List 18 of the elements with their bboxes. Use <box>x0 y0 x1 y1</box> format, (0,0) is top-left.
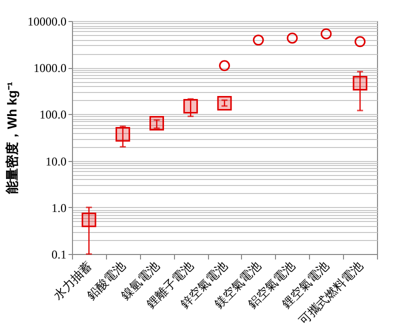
point <box>149 116 164 130</box>
y-axis-title: 能量密度，Wh kg⁻¹ <box>4 82 20 194</box>
y-tick-label: 1.0 <box>52 200 66 215</box>
point <box>252 34 264 46</box>
point <box>354 36 366 48</box>
point <box>82 212 96 228</box>
point <box>320 28 332 40</box>
y-tick-label: 1000.0 <box>34 61 66 76</box>
point <box>352 76 368 91</box>
point <box>219 60 230 72</box>
y-tick-label: 0.1 <box>52 248 66 262</box>
point <box>116 127 130 142</box>
y-tick-label: 10000.0 <box>28 14 66 28</box>
y-tick-label: 100.0 <box>40 108 66 122</box>
y-tick-label: 10.0 <box>46 154 66 168</box>
point <box>286 32 298 44</box>
point <box>217 96 232 110</box>
point <box>183 98 198 114</box>
